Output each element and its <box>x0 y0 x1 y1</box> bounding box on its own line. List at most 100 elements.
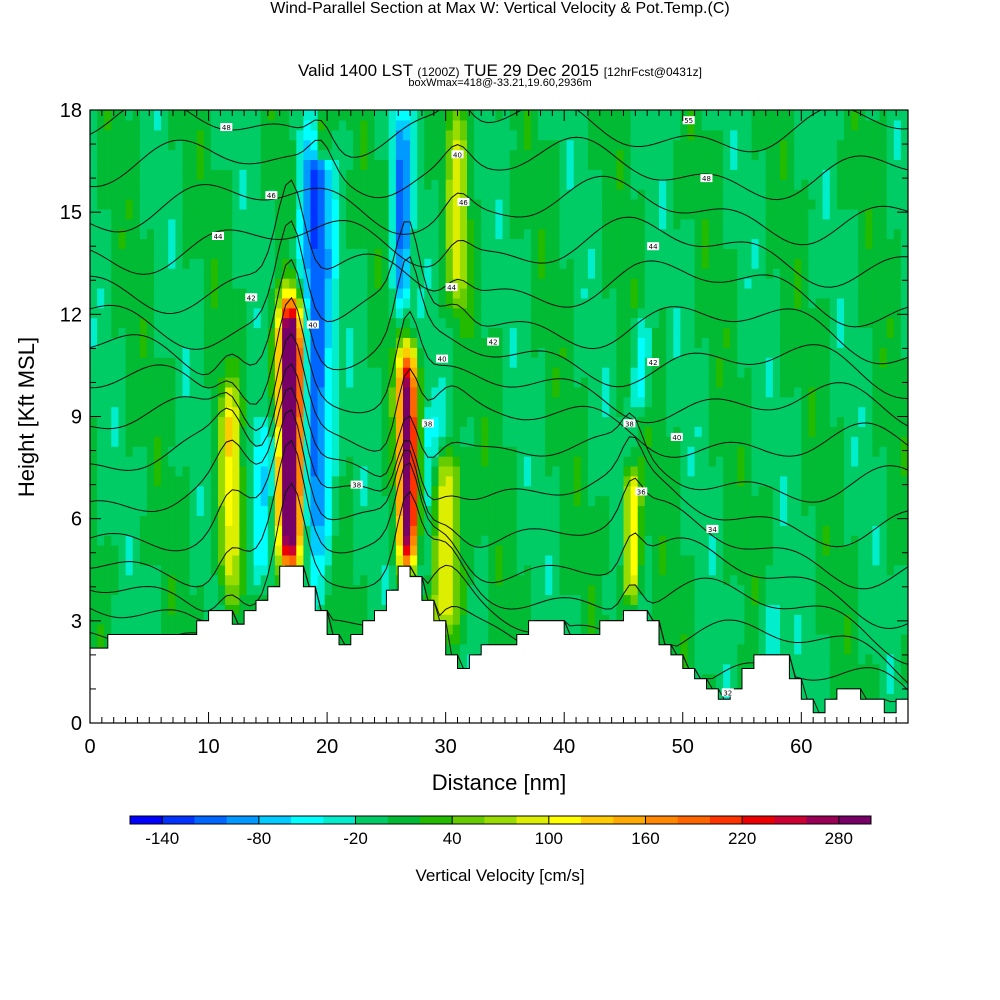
velocity-cell <box>125 238 134 249</box>
velocity-cell <box>481 584 489 596</box>
velocity-cell <box>218 297 226 309</box>
velocity-cell <box>651 377 660 388</box>
velocity-cell <box>474 446 482 457</box>
velocity-cell <box>545 218 553 230</box>
velocity-cell <box>210 604 219 615</box>
velocity-cell <box>523 624 532 635</box>
velocity-cell <box>509 347 518 358</box>
velocity-cell <box>509 159 518 170</box>
velocity-cell <box>182 297 191 309</box>
velocity-cell <box>509 515 518 526</box>
velocity-cell <box>282 515 290 526</box>
velocity-cell <box>523 584 532 596</box>
velocity-cell <box>146 495 155 507</box>
velocity-cell <box>509 426 518 437</box>
velocity-cell <box>424 129 433 141</box>
velocity-cell <box>552 278 561 289</box>
velocity-cell <box>502 495 511 507</box>
velocity-cell <box>346 159 354 170</box>
velocity-cell <box>388 456 397 467</box>
velocity-cell <box>90 169 98 180</box>
velocity-cell <box>552 129 561 141</box>
velocity-cell <box>324 475 333 487</box>
velocity-cell <box>90 218 98 230</box>
velocity-cell <box>410 179 418 190</box>
velocity-cell <box>317 525 326 536</box>
velocity-cell <box>395 159 404 170</box>
velocity-cell <box>495 139 504 151</box>
velocity-cell <box>587 535 596 546</box>
velocity-cell <box>331 189 340 200</box>
velocity-cell <box>495 199 504 210</box>
velocity-cell <box>239 426 248 437</box>
velocity-cell <box>218 288 226 299</box>
velocity-cell <box>388 208 397 220</box>
velocity-cell <box>573 624 582 635</box>
velocity-cell <box>339 258 347 269</box>
velocity-cell <box>609 169 618 180</box>
velocity-cell <box>97 465 105 477</box>
velocity-cell <box>580 406 589 418</box>
velocity-cell <box>573 208 582 220</box>
velocity-cell <box>616 199 625 210</box>
velocity-cell <box>125 515 134 526</box>
velocity-cell <box>203 386 212 398</box>
velocity-cell <box>111 525 120 536</box>
velocity-cell <box>111 396 120 408</box>
velocity-cell <box>339 288 347 299</box>
velocity-cell <box>438 436 447 447</box>
velocity-cell <box>637 456 646 467</box>
velocity-cell <box>474 535 482 546</box>
velocity-cell <box>353 347 361 358</box>
velocity-cell <box>609 228 618 240</box>
velocity-cell <box>552 110 561 121</box>
velocity-cell <box>587 288 596 299</box>
velocity-cell <box>289 426 297 437</box>
velocity-cell <box>196 218 205 230</box>
velocity-cell <box>282 505 290 516</box>
velocity-cell <box>403 554 411 566</box>
velocity-cell <box>310 396 319 408</box>
velocity-cell <box>218 515 226 526</box>
velocity-cell <box>175 505 184 516</box>
velocity-cell <box>623 278 632 289</box>
velocity-cell <box>445 554 454 566</box>
velocity-cell <box>651 594 660 605</box>
velocity-cell <box>146 288 155 299</box>
velocity-cell <box>644 159 653 170</box>
velocity-cell <box>353 258 361 269</box>
velocity-cell <box>659 604 667 615</box>
velocity-cell <box>516 594 525 605</box>
velocity-cell <box>545 189 553 200</box>
velocity-cell <box>523 337 532 348</box>
velocity-cell <box>139 347 148 358</box>
velocity-cell <box>410 465 418 477</box>
velocity-cell <box>495 396 504 408</box>
velocity-cell <box>360 446 369 457</box>
velocity-cell <box>90 179 98 190</box>
velocity-cell <box>274 307 283 319</box>
velocity-cell <box>203 288 212 299</box>
velocity-cell <box>346 288 354 299</box>
velocity-cell <box>587 238 596 249</box>
velocity-cell <box>125 436 134 447</box>
velocity-cell <box>125 564 134 576</box>
velocity-cell <box>324 337 333 348</box>
velocity-cell <box>182 199 191 210</box>
velocity-cell <box>602 584 610 596</box>
velocity-cell <box>459 525 468 536</box>
velocity-cell <box>644 248 653 259</box>
velocity-cell <box>196 406 205 418</box>
velocity-cell <box>353 485 361 497</box>
velocity-cell <box>353 614 361 625</box>
velocity-cell <box>154 614 162 625</box>
velocity-cell <box>623 297 632 309</box>
velocity-cell <box>559 554 568 566</box>
velocity-cell <box>168 396 176 408</box>
velocity-cell <box>132 446 141 457</box>
velocity-cell <box>523 307 532 319</box>
velocity-cell <box>452 268 461 279</box>
velocity-cell <box>90 436 98 447</box>
velocity-cell <box>374 327 383 338</box>
velocity-cell <box>623 574 632 586</box>
